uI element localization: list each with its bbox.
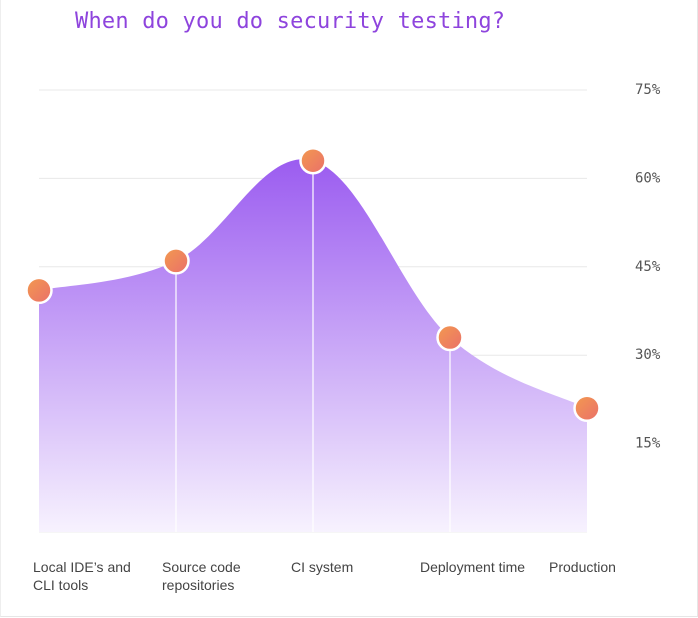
data-point-marker[interactable] bbox=[25, 276, 53, 305]
x-tick-label-line: CLI tools bbox=[33, 577, 89, 593]
data-point-marker[interactable] bbox=[573, 394, 601, 422]
x-tick-label: Production bbox=[549, 558, 669, 576]
data-markers bbox=[25, 146, 601, 422]
x-tick-label-line: Local IDE’s and bbox=[33, 559, 131, 575]
x-tick-label: Deployment time bbox=[420, 558, 540, 576]
y-axis-ticks: 15% 30% 45% 60% 75% bbox=[635, 82, 661, 452]
x-tick-label-line: Source code bbox=[162, 559, 241, 575]
data-point-marker[interactable] bbox=[162, 247, 190, 275]
drop-lines bbox=[175, 160, 451, 532]
data-point-marker[interactable] bbox=[299, 146, 327, 175]
x-tick-label: Local IDE’s and CLI tools bbox=[33, 558, 153, 594]
x-tick-label-line: CI system bbox=[291, 559, 354, 575]
y-tick-label: 15% bbox=[635, 436, 661, 452]
chart-title: When do you do security testing? bbox=[75, 9, 506, 34]
y-tick-label: 45% bbox=[635, 259, 661, 275]
y-tick-label: 60% bbox=[635, 170, 661, 186]
x-tick-label-line: repositories bbox=[162, 577, 235, 593]
x-tick-label-line: Production bbox=[549, 559, 616, 575]
y-tick-label: 30% bbox=[635, 347, 661, 363]
x-tick-label: Source code repositories bbox=[162, 558, 282, 594]
x-tick-label: CI system bbox=[291, 558, 411, 576]
y-tick-label: 75% bbox=[635, 82, 661, 98]
x-tick-label-line: Deployment time bbox=[420, 559, 526, 575]
data-point-marker[interactable] bbox=[436, 323, 464, 352]
